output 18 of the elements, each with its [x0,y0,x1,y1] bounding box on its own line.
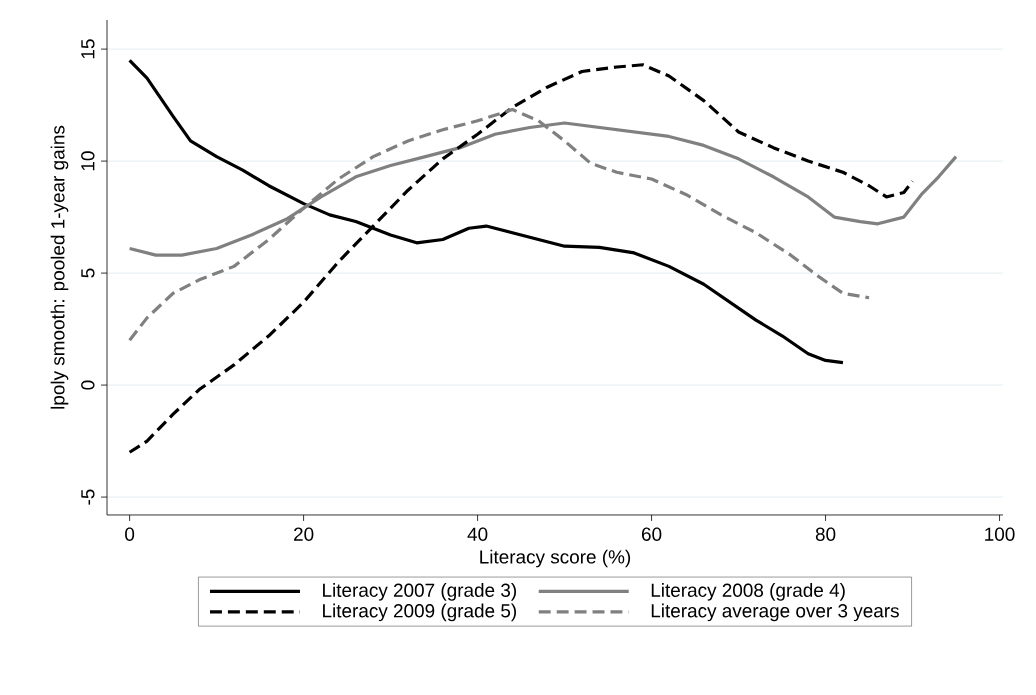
y-tick-label: -5 [81,489,95,505]
legend-label: Literacy average over 3 years [651,603,899,622]
x-tick-label: 0 [125,527,135,541]
x-tick-label: 100 [985,527,1015,541]
x-tick-label: 80 [815,527,836,541]
x-axis-title: Literacy score (%) [480,549,631,568]
line-series [128,63,915,454]
legend-label: Literacy 2009 (grade 5) [323,603,516,622]
x-tick-label: 20 [294,527,314,541]
legend-label: Literacy 2008 (grade 4) [651,583,845,601]
y-tick-label: 10 [81,151,95,171]
y-axis-title: lpoly smooth: pooled 1-year gains [50,125,69,409]
y-tick-label: 15 [81,39,95,59]
legend-label: Literacy 2007 (grade 3) [323,583,516,601]
y-tick-label: 5 [81,268,95,278]
y-tick-label: 0 [81,380,95,390]
x-tick-label: 60 [642,527,662,541]
x-tick-label: 40 [467,527,488,541]
